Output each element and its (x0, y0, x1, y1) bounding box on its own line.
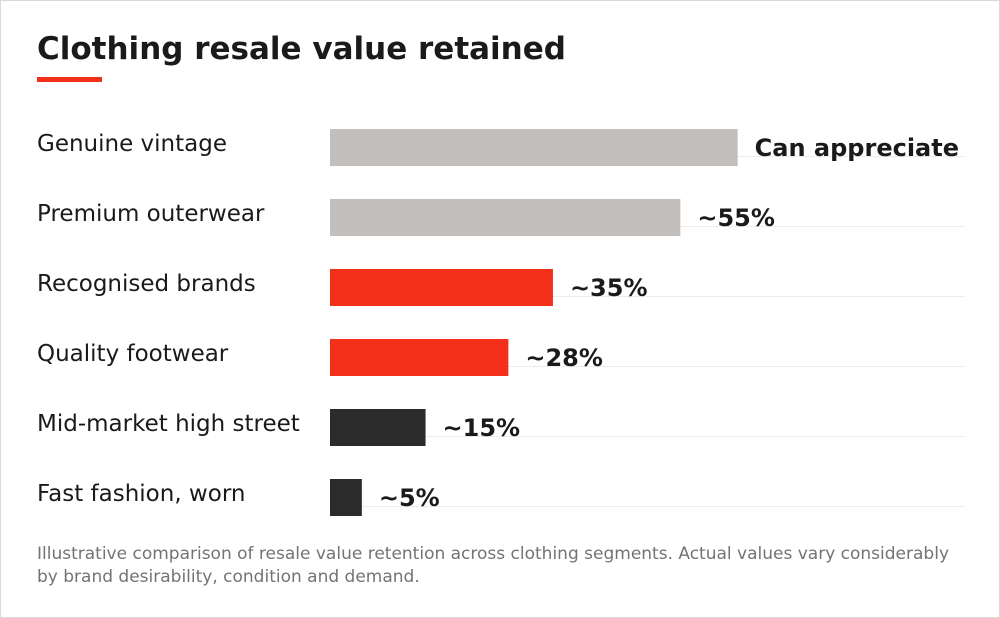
value-label-premium-outerwear: ~55% (697, 204, 775, 232)
category-label-mid-market-high-street: Mid-market high street (37, 411, 300, 437)
chart-footnote: Illustrative comparison of resale value … (37, 544, 949, 587)
bar-chart: Genuine vintage Can appreciate Premium out… (37, 129, 965, 516)
value-label-genuine-vintage: Can appreciate (755, 134, 959, 162)
category-label-premium-outerwear: Premium outerwear (37, 201, 265, 227)
value-label-recognised-brands: ~35% (570, 274, 648, 302)
chart-title: Clothing resale value retained (37, 31, 566, 67)
bar-quality-footwear (330, 339, 509, 376)
category-label-quality-footwear: Quality footwear (37, 341, 229, 367)
bar-recognised-brands (330, 269, 553, 306)
value-label-mid-market-high-street: ~15% (443, 414, 521, 442)
category-label-genuine-vintage: Genuine vintage (37, 131, 227, 157)
bar-genuine-vintage (330, 129, 738, 166)
bar-fast-fashion-worn (330, 479, 362, 516)
bar-mid-market-high-street (330, 409, 426, 446)
bar-premium-outerwear (330, 199, 681, 236)
value-label-quality-footwear: ~28% (525, 344, 603, 372)
title-accent-rule (37, 77, 102, 82)
category-label-fast-fashion-worn: Fast fashion, worn (37, 481, 245, 507)
category-label-recognised-brands: Recognised brands (37, 271, 256, 297)
value-label-fast-fashion-worn: ~5% (379, 484, 440, 512)
